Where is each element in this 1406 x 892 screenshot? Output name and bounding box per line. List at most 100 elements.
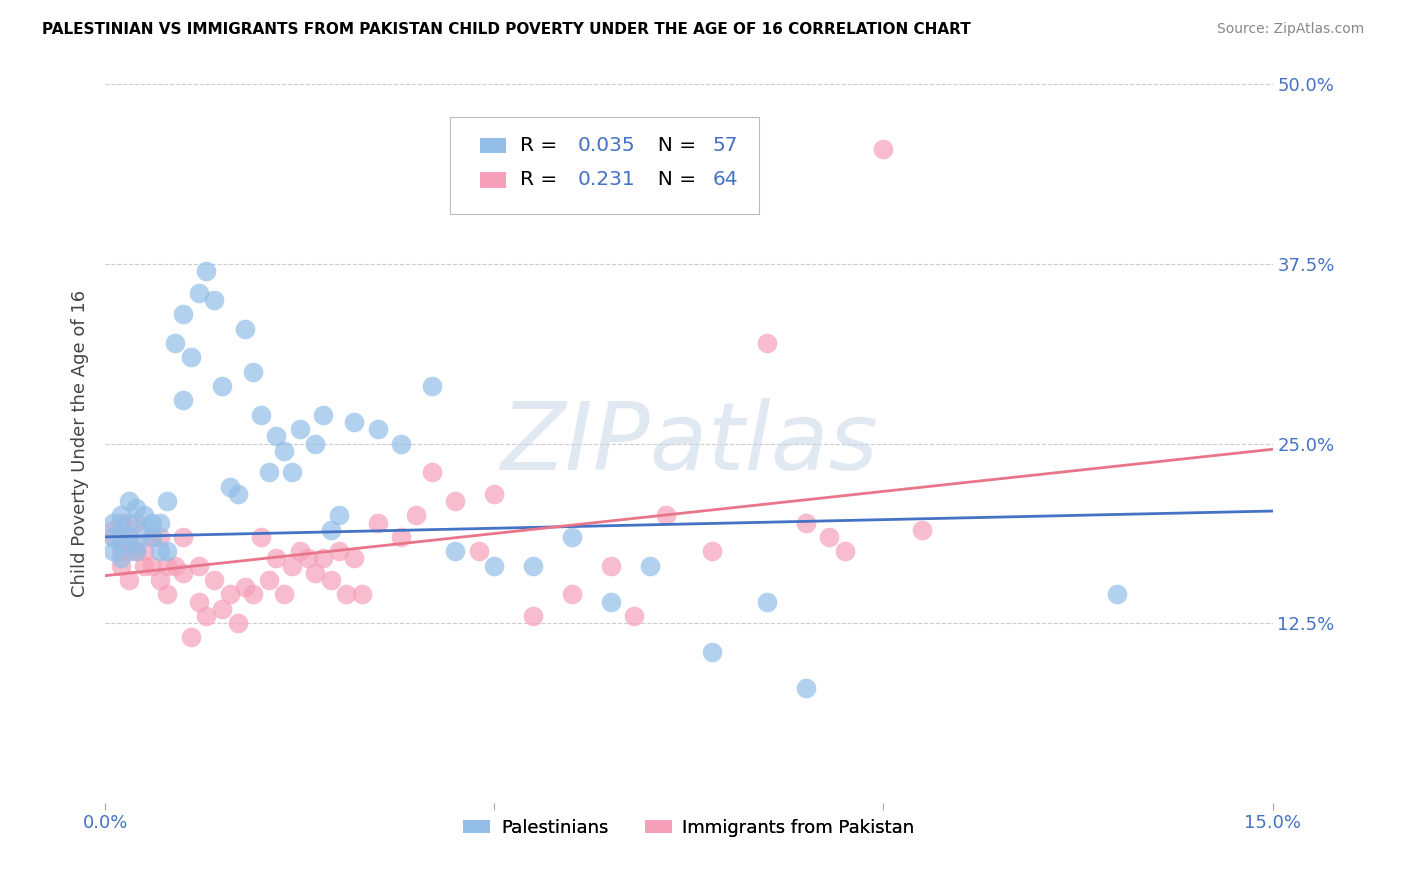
Point [110,558,132,573]
Text: 57: 57 [713,136,738,155]
Point [202,573,225,587]
Point [195,264,218,278]
Point [117,516,139,530]
Point [165,336,187,351]
Point [218,587,240,601]
Point [389,436,412,450]
Point [125,544,148,558]
Y-axis label: Child Poverty Under the Age of 16: Child Poverty Under the Age of 16 [72,290,89,597]
Point [149,573,172,587]
Point [156,587,179,601]
Point [343,551,366,566]
Point [444,544,467,558]
Point [257,573,280,587]
Point [834,544,856,558]
Point [250,408,273,422]
Point [638,558,661,573]
Point [180,351,202,365]
Point [117,494,139,508]
Bar [479,172,506,188]
Point [101,523,124,537]
Point [755,336,778,351]
FancyBboxPatch shape [450,117,759,214]
Point [389,530,412,544]
Point [156,558,179,573]
Point [522,608,544,623]
Point [141,558,163,573]
Point [654,508,676,523]
Point [444,494,467,508]
Point [110,537,132,551]
Point [110,516,132,530]
Point [250,530,273,544]
Bar [479,137,506,153]
Point [125,537,148,551]
Point [266,429,288,443]
Point [134,558,156,573]
Point [288,544,311,558]
Point [600,594,623,608]
Point [125,516,148,530]
Text: R =: R = [520,136,564,155]
Point [818,530,841,544]
Point [117,530,139,544]
Text: PALESTINIAN VS IMMIGRANTS FROM PAKISTAN CHILD POVERTY UNDER THE AGE OF 16 CORREL: PALESTINIAN VS IMMIGRANTS FROM PAKISTAN … [42,22,972,37]
Point [794,516,817,530]
Point [149,516,172,530]
Point [484,487,506,501]
Point [172,566,194,580]
Point [226,615,249,630]
Point [211,379,233,393]
Point [172,307,194,321]
Point [110,508,132,523]
Point [343,415,366,429]
Point [125,544,148,558]
Point [134,544,156,558]
Text: ZIPatlas: ZIPatlas [501,398,877,489]
Point [266,551,288,566]
Point [165,558,187,573]
Point [218,480,240,494]
Point [367,516,389,530]
Point [312,408,335,422]
Point [257,465,280,479]
Point [242,587,264,601]
Point [288,422,311,436]
Point [110,544,132,558]
Text: 0.231: 0.231 [578,170,636,189]
Point [187,594,209,608]
Point [149,530,172,544]
Point [117,530,139,544]
Point [125,501,148,516]
Point [187,558,209,573]
Text: R =: R = [520,170,564,189]
Text: 0.035: 0.035 [578,136,636,155]
Point [233,321,256,335]
Point [420,465,443,479]
Point [561,587,583,601]
Point [312,551,335,566]
Point [110,551,132,566]
Point [367,422,389,436]
Point [117,573,139,587]
Point [297,551,319,566]
Point [702,544,724,558]
Point [226,487,249,501]
Point [328,544,350,558]
Point [702,645,724,659]
Point [468,544,491,558]
Text: Source: ZipAtlas.com: Source: ZipAtlas.com [1216,22,1364,37]
Point [156,494,179,508]
Text: N =: N = [644,136,702,155]
Point [187,285,209,300]
Point [141,530,163,544]
Point [794,681,817,695]
Point [484,558,506,573]
Point [101,530,124,544]
Point [172,530,194,544]
Point [420,379,443,393]
Point [242,365,264,379]
Point [273,443,295,458]
Point [872,142,894,156]
Point [1105,587,1128,601]
